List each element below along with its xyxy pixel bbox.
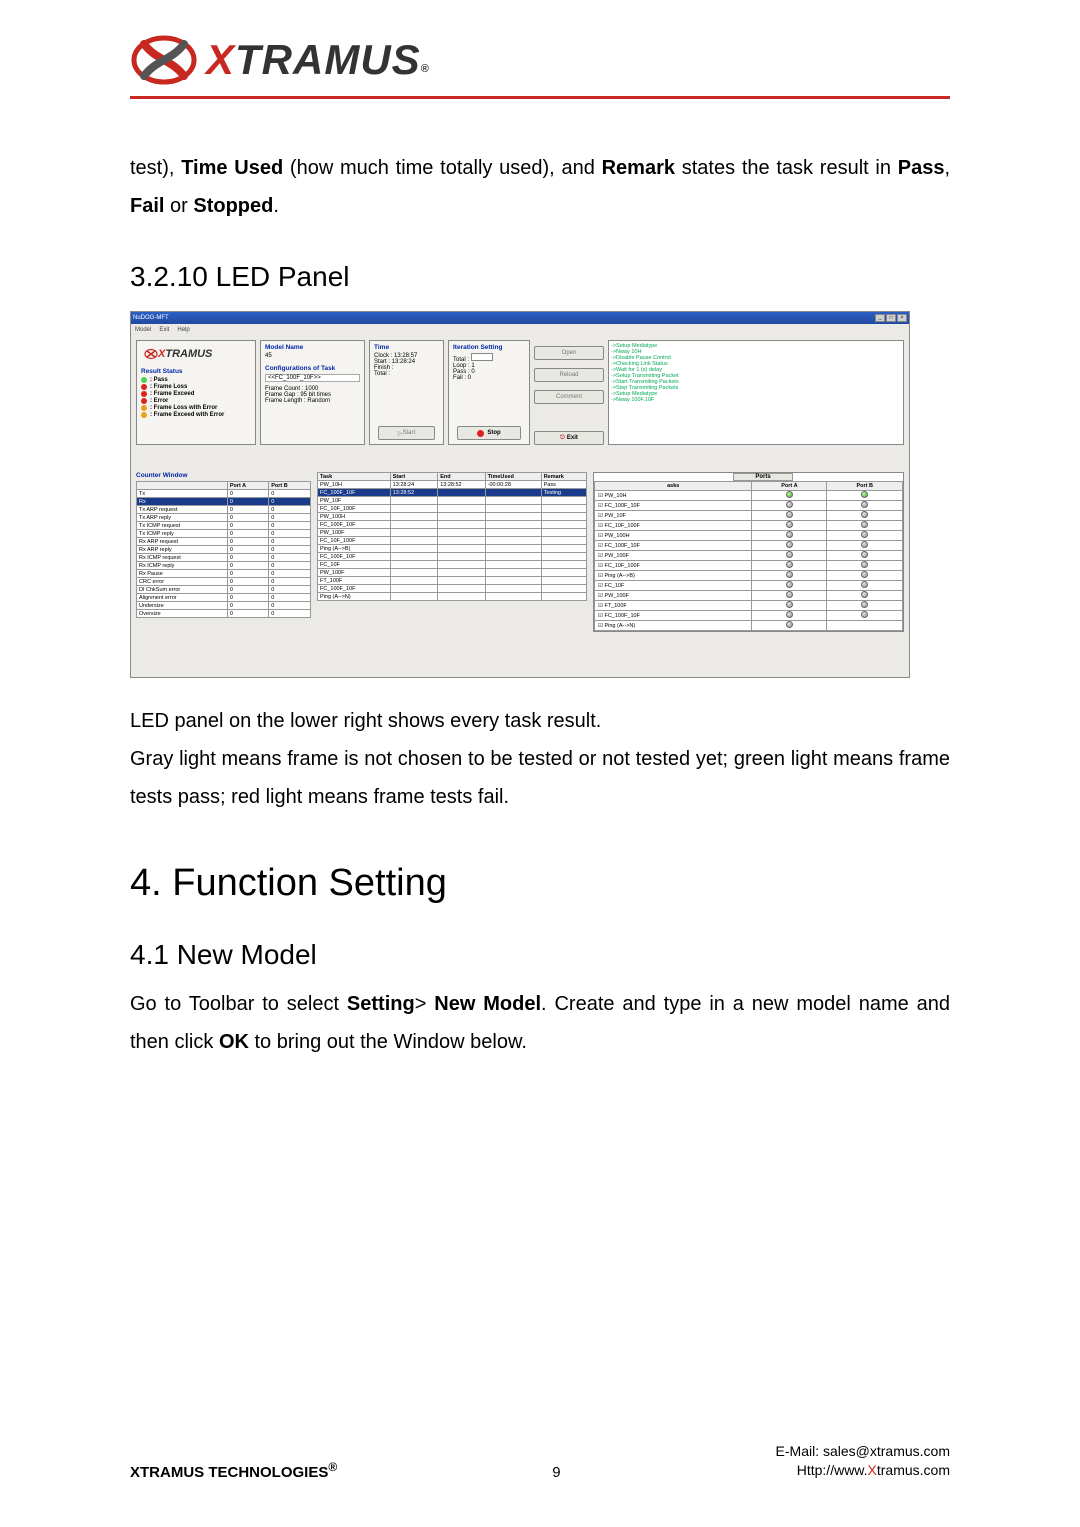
exit-button[interactable]: ⎋Exit — [534, 431, 604, 445]
led-indicator — [786, 571, 793, 578]
led-indicator — [861, 611, 868, 618]
menu-help[interactable]: Help — [177, 327, 189, 333]
led-indicator — [861, 561, 868, 568]
minimize-icon[interactable]: _ — [875, 314, 885, 322]
window-title: NuDOG-MFT — [133, 315, 169, 321]
open-button[interactable]: Open — [534, 346, 604, 360]
total-time: Total : — [374, 371, 439, 377]
legend-item: : Pass — [141, 377, 251, 383]
intro-paragraph: test), Time Used (how much time totally … — [130, 149, 950, 225]
logo-icon — [130, 30, 198, 90]
brand-header: XTRAMUS® — [130, 30, 950, 99]
iter-fail: Fail : 0 — [453, 375, 525, 381]
mini-logo: XTRAMUS — [141, 344, 251, 368]
iteration-title: Iteration Setting — [453, 344, 525, 351]
logo-text: XTRAMUS® — [206, 36, 430, 84]
reload-button[interactable]: Reload — [534, 368, 604, 382]
start-button[interactable]: ▷ Start — [378, 426, 435, 440]
led-indicator — [861, 531, 868, 538]
task-table: TaskStartEndTimeUsedRemarkPW_10H13:28:24… — [317, 472, 587, 601]
led-indicator — [786, 551, 793, 558]
led-indicator — [861, 551, 868, 558]
legend-item: : Error — [141, 398, 251, 404]
log-panel: ->Setup Mediatype->Nway 10H->Disable Pau… — [608, 340, 904, 445]
heading-4-1: 4.1 New Model — [130, 939, 950, 971]
led-indicator — [786, 541, 793, 548]
led-indicator — [786, 581, 793, 588]
menu-exit[interactable]: Exit — [159, 327, 169, 333]
counter-title: Counter Window — [136, 472, 311, 479]
led-indicator — [861, 521, 868, 528]
menu-model[interactable]: Model — [135, 327, 151, 333]
footer-contact: E-Mail: sales@xtramus.com Http://www.Xtr… — [776, 1442, 950, 1481]
legend-item: : Frame Loss — [141, 384, 251, 390]
led-indicator — [786, 591, 793, 598]
led-indicator — [861, 541, 868, 548]
legend-item: : Frame Exceed — [141, 391, 251, 397]
close-icon[interactable]: × — [897, 314, 907, 322]
comment-button[interactable]: Comment — [534, 390, 604, 404]
led-indicator — [786, 621, 793, 628]
led-desc-2: Gray light means frame is not chosen to … — [130, 740, 950, 816]
led-indicator — [786, 601, 793, 608]
led-indicator — [861, 571, 868, 578]
heading-3210: 3.2.10 LED Panel — [130, 261, 950, 293]
led-indicator — [786, 491, 793, 498]
window-titlebar: NuDOG-MFT _ □ × — [131, 312, 909, 324]
result-status-title: Result Status — [141, 368, 251, 375]
led-table: asksPort APort B☑ PW_10H☑ FC_100F_10F☑ P… — [594, 481, 903, 631]
frame-length: Frame Length : Random — [265, 398, 360, 404]
led-indicator — [861, 591, 868, 598]
model-name-title: Model Name — [265, 344, 360, 351]
led-indicator — [861, 511, 868, 518]
config-task: <<FC_100F_10F>> — [265, 374, 360, 382]
heading-4: 4. Function Setting — [130, 862, 950, 905]
led-indicator — [861, 601, 868, 608]
new-model-paragraph: Go to Toolbar to select Setting> New Mod… — [130, 985, 950, 1061]
legend-item: : Frame Exceed with Error — [141, 412, 251, 418]
led-indicator — [786, 531, 793, 538]
log-line: ->Nway 100F,10F — [611, 397, 901, 403]
led-indicator — [786, 501, 793, 508]
led-indicator — [861, 581, 868, 588]
counter-table: Port APort BTx00Rx00Tx ARP request00Tx A… — [136, 481, 311, 618]
footer-company: XTRAMUS TECHNOLOGIES® — [130, 1460, 337, 1481]
led-indicator — [786, 611, 793, 618]
led-indicator — [861, 501, 868, 508]
app-screenshot: NuDOG-MFT _ □ × Model Exit Help XTRAMUS … — [130, 311, 910, 678]
time-title: Time — [374, 344, 439, 351]
led-indicator — [786, 511, 793, 518]
led-indicator — [786, 561, 793, 568]
page-footer: XTRAMUS TECHNOLOGIES® 9 E-Mail: sales@xt… — [130, 1442, 950, 1481]
led-ports-label: Ports — [733, 473, 793, 481]
led-indicator — [786, 521, 793, 528]
maximize-icon[interactable]: □ — [886, 314, 896, 322]
led-desc-1: LED panel on the lower right shows every… — [130, 702, 950, 740]
legend-item: : Frame Loss with Error — [141, 405, 251, 411]
menubar: Model Exit Help — [131, 324, 909, 335]
footer-page-number: 9 — [337, 1464, 775, 1481]
led-indicator — [861, 491, 868, 498]
stop-button[interactable]: Stop — [457, 426, 521, 440]
config-title: Configurations of Task — [265, 365, 360, 372]
